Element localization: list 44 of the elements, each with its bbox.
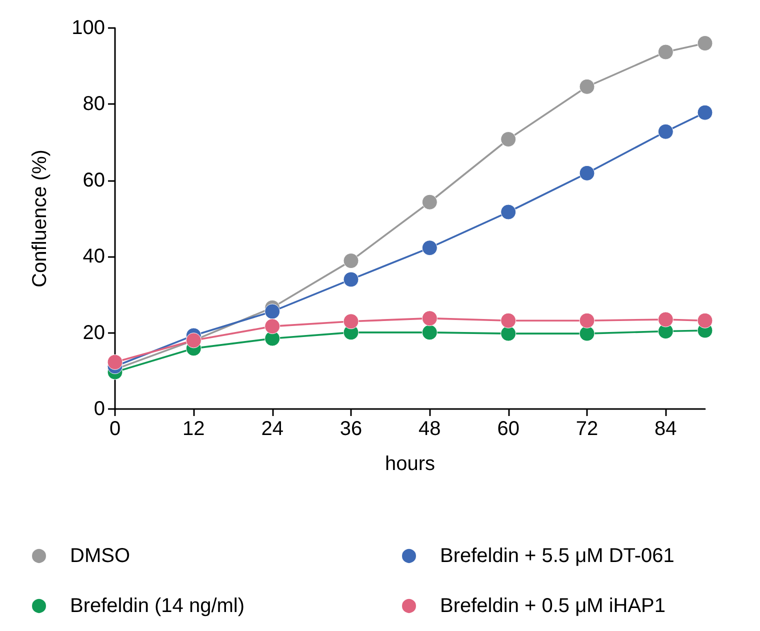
x-tick-label: 84 bbox=[654, 418, 677, 440]
point bbox=[500, 132, 516, 147]
point bbox=[697, 104, 713, 120]
point bbox=[658, 312, 674, 328]
point bbox=[697, 35, 713, 51]
y-tick-label: 100 bbox=[72, 17, 105, 39]
point bbox=[500, 204, 516, 220]
point bbox=[422, 324, 438, 340]
y-tick-label: 80 bbox=[82, 93, 105, 116]
legend-label: DMSO bbox=[70, 545, 130, 567]
y-tick-label: 0 bbox=[94, 398, 105, 420]
x-tick-label: 48 bbox=[418, 418, 441, 440]
point bbox=[343, 314, 359, 330]
point bbox=[107, 354, 123, 370]
y-tick-label: 40 bbox=[82, 246, 105, 268]
x-tick-label: 24 bbox=[261, 418, 284, 440]
legend-label: Brefeldin + 5.5 μM DT-061 bbox=[440, 545, 674, 567]
point bbox=[500, 326, 516, 342]
y-axis-title: Confluence (%) bbox=[29, 150, 51, 288]
point bbox=[658, 44, 674, 60]
point bbox=[422, 194, 438, 210]
point bbox=[697, 312, 713, 328]
x-axis-title: hours bbox=[384, 453, 436, 475]
legend-label: Brefeldin + 0.5 μM iHAP1 bbox=[440, 595, 666, 617]
x-tick-label: 60 bbox=[497, 418, 520, 440]
point bbox=[264, 304, 280, 320]
x-tick-label: 12 bbox=[182, 418, 205, 440]
point bbox=[422, 240, 438, 256]
legend-label: Brefeldin (14 ng/ml) bbox=[70, 595, 245, 617]
x-tick-label: 72 bbox=[576, 418, 598, 440]
point bbox=[579, 312, 595, 328]
point bbox=[264, 318, 280, 334]
point bbox=[579, 326, 595, 342]
x-tick-label: 36 bbox=[340, 418, 362, 440]
x-tick-label: 0 bbox=[109, 418, 121, 440]
y-tick-label: 60 bbox=[82, 169, 105, 192]
point bbox=[500, 312, 516, 328]
point bbox=[658, 124, 674, 140]
point bbox=[343, 272, 359, 288]
point bbox=[579, 165, 595, 181]
point bbox=[422, 310, 438, 326]
point bbox=[579, 78, 595, 94]
point bbox=[343, 253, 359, 269]
y-tick-label: 20 bbox=[82, 322, 105, 344]
